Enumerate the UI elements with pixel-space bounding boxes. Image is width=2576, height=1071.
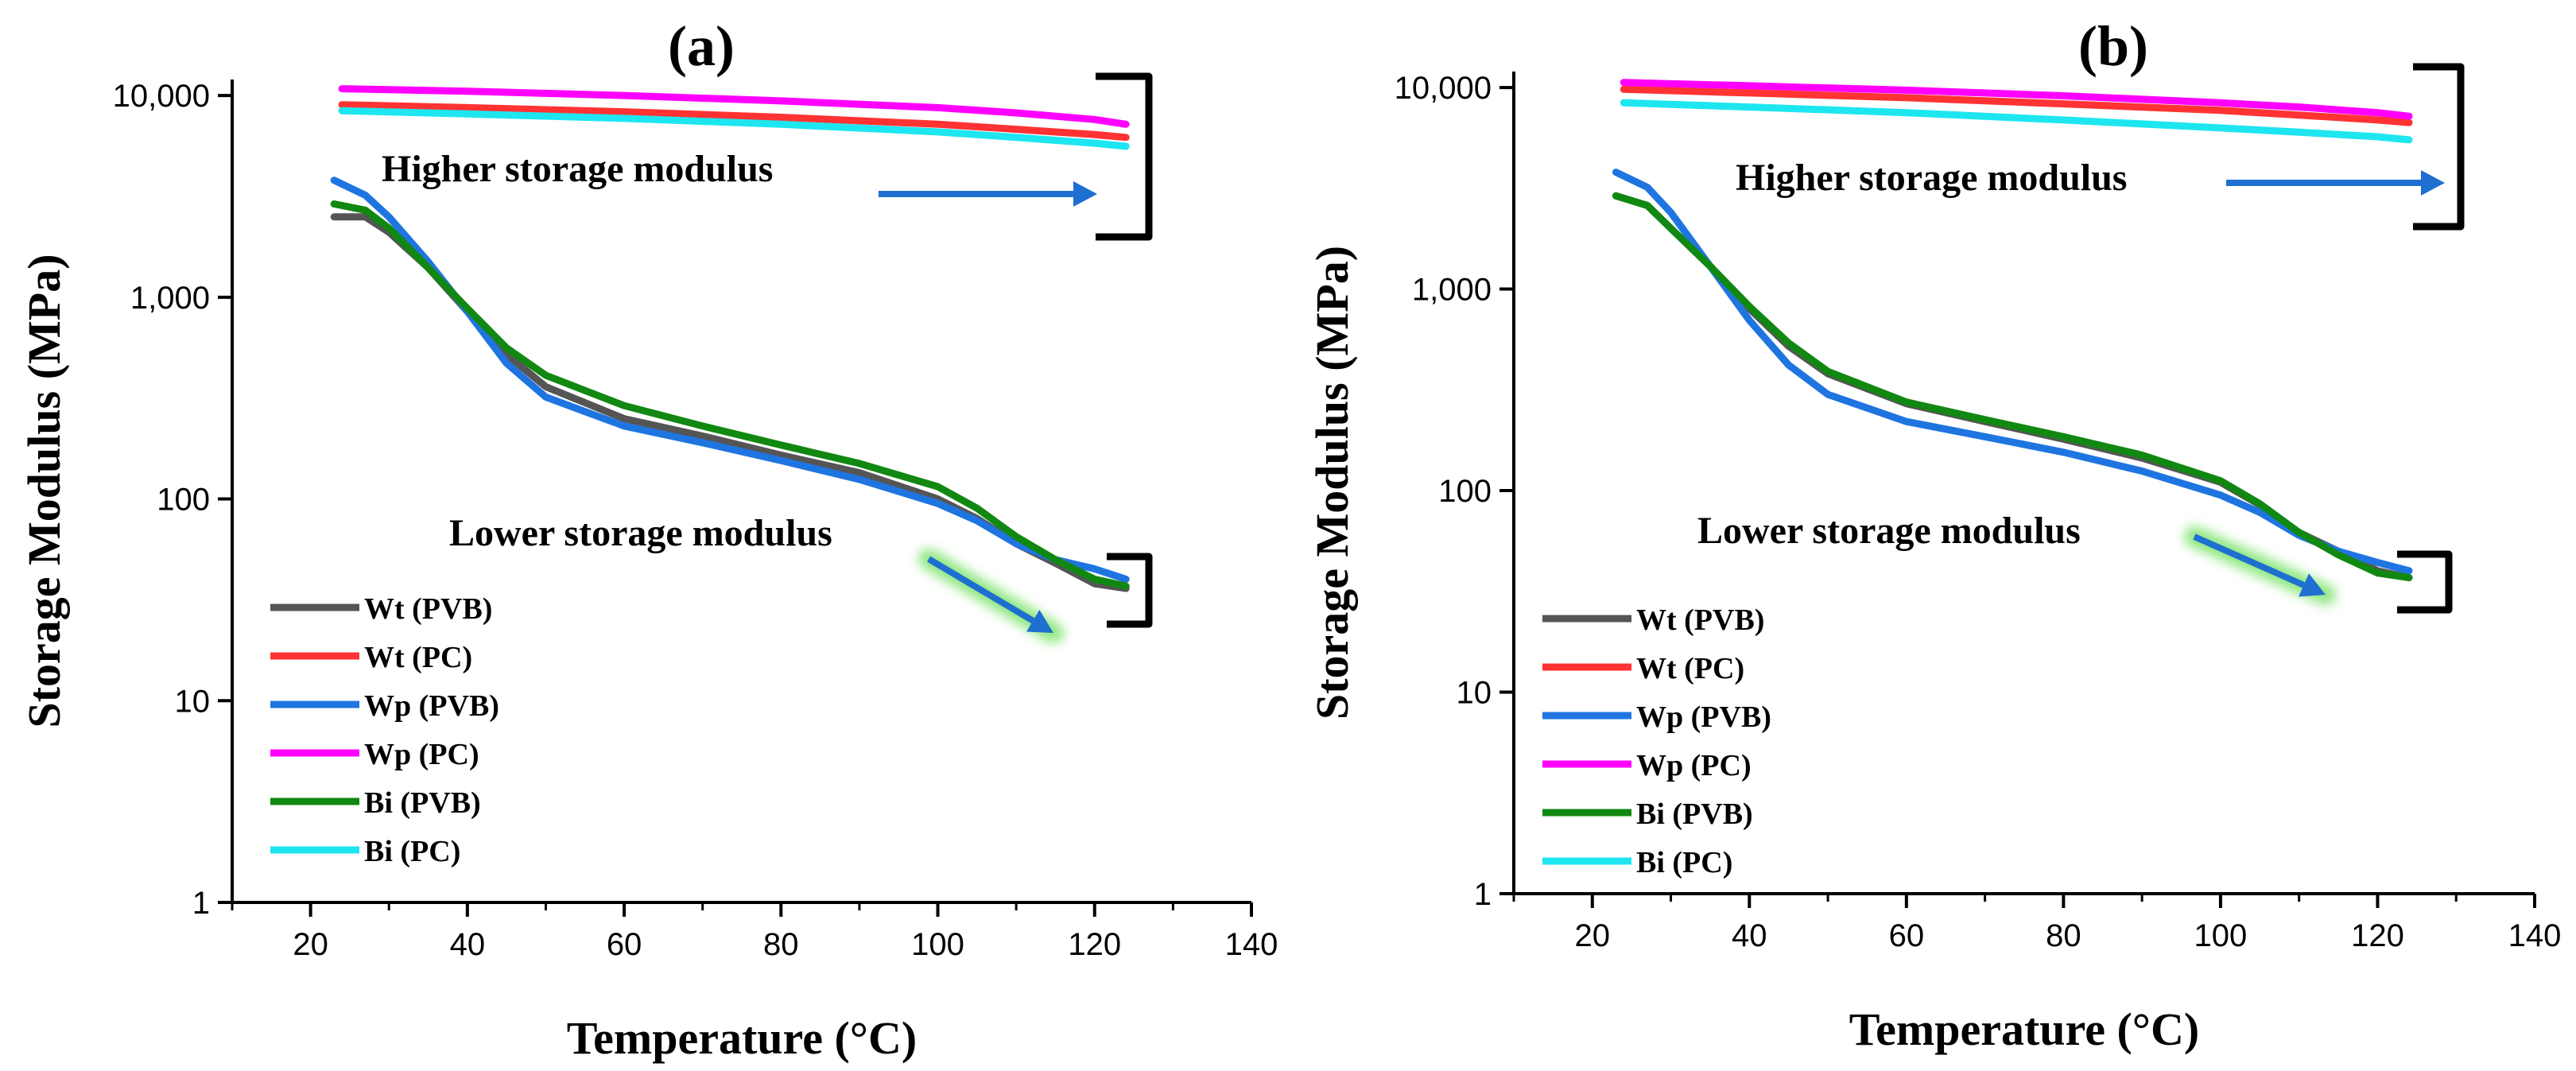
legend-label: Wt (PC) xyxy=(1636,652,1744,685)
legend-label: Wt (PVB) xyxy=(1636,603,1764,637)
x-tick-label: 120 xyxy=(2351,918,2404,953)
arrow-higher-head xyxy=(1073,181,1097,207)
legend-label: Wt (PC) xyxy=(364,641,472,674)
chart-title: (b) xyxy=(2078,14,2148,78)
arrow-lower xyxy=(2193,534,2306,588)
series-line-wp-pc xyxy=(1620,79,2413,120)
y-tick-label: 10,000 xyxy=(113,79,210,114)
y-axis-label: Storage Modulus (MPa) xyxy=(1306,246,1358,720)
y-tick-label: 1,000 xyxy=(130,281,210,316)
legend-label: Wp (PC) xyxy=(364,738,479,771)
chart-panel-a: (a) 20 40 60 80 100 120 140 1 10 100 1,000 10,000 Tem… xyxy=(18,14,1278,1064)
x-tick-label: 60 xyxy=(607,927,642,962)
x-tick-label: 60 xyxy=(1889,918,1925,953)
annotation-lower: Lower storage modulus xyxy=(449,512,832,554)
legend-label: Bi (PC) xyxy=(364,835,460,868)
x-tick-label: 140 xyxy=(2508,918,2562,953)
series-line-bi-pc xyxy=(338,107,1130,150)
arrow-lower-head xyxy=(1026,609,1053,633)
series-line-wp-pvb xyxy=(330,177,1130,583)
y-tick-label: 1 xyxy=(192,886,210,921)
x-tick-label: 80 xyxy=(2046,918,2081,953)
legend-label: Wt (PVB) xyxy=(364,592,492,626)
y-tick-label: 1,000 xyxy=(1412,273,1492,308)
x-tick-label: 40 xyxy=(1732,918,1767,953)
x-tick-label: 20 xyxy=(293,927,328,962)
series-line-wt-pc xyxy=(338,101,1130,142)
x-tick-label: 80 xyxy=(763,927,799,962)
series-line-bi-pc xyxy=(1620,99,2413,144)
legend-label: Wp (PC) xyxy=(1636,749,1752,782)
arrow-higher-head xyxy=(2421,170,2445,196)
arrow-lower-head xyxy=(2299,573,2326,597)
x-tick-label: 140 xyxy=(1225,927,1278,962)
x-tick-label: 100 xyxy=(911,927,964,962)
x-axis-label: Temperature (°C) xyxy=(1849,1003,2199,1055)
legend-label: Wp (PVB) xyxy=(1636,700,1771,734)
annotation-higher: Higher storage modulus xyxy=(382,148,773,190)
series-line-wp-pc xyxy=(338,85,1130,128)
chart-panel-b: (b) 20 40 60 80 100 120 140 1 10 100 1,000 10,000 Tem… xyxy=(1306,14,2561,1055)
legend-label: Bi (PVB) xyxy=(364,786,481,820)
bracket-higher xyxy=(1096,72,1153,241)
x-tick-label: 120 xyxy=(1068,927,1121,962)
x-tick-label: 20 xyxy=(1575,918,1611,953)
annotation-higher: Higher storage modulus xyxy=(1736,157,2127,199)
chart-title: (a) xyxy=(668,14,735,78)
legend-label: Bi (PC) xyxy=(1636,846,1732,879)
legend-label: Bi (PVB) xyxy=(1636,797,1753,831)
y-tick-label: 100 xyxy=(1438,474,1492,509)
x-tick-label: 100 xyxy=(2194,918,2248,953)
y-tick-label: 10 xyxy=(175,684,211,719)
y-tick-label: 1 xyxy=(1474,877,1492,912)
y-tick-label: 10 xyxy=(1457,676,1492,711)
y-tick-label: 10,000 xyxy=(1395,71,1492,106)
arrow-lower xyxy=(926,556,1035,624)
annotation-lower: Lower storage modulus xyxy=(1697,510,2081,552)
x-axis-label: Temperature (°C) xyxy=(567,1012,917,1064)
legend-label: Wp (PVB) xyxy=(364,689,499,723)
series-line-bi-pvb xyxy=(330,200,1130,590)
legend: Wt (PVB) Wt (PC) Wp (PVB) Wp (PC) Bi (PVB) Bi… xyxy=(1542,603,1771,879)
bracket-higher xyxy=(2413,63,2465,231)
series-line-bi-pvb xyxy=(1612,192,2413,581)
y-tick-label: 100 xyxy=(157,483,210,518)
series-line-wt-pc xyxy=(1620,85,2413,126)
x-tick-label: 40 xyxy=(450,927,486,962)
y-axis-label: Storage Modulus (MPa) xyxy=(18,254,70,728)
bracket-lower xyxy=(1107,553,1153,628)
bracket-lower xyxy=(2397,550,2453,614)
legend: Wt (PVB) Wt (PC) Wp (PVB) Wp (PC) Bi (PVB) Bi… xyxy=(270,592,499,868)
